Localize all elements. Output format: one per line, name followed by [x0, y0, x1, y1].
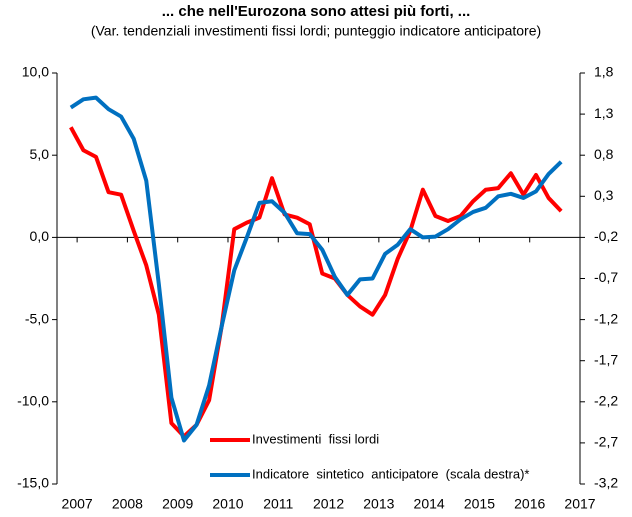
- y-tick-label: -5,0: [25, 310, 49, 326]
- x-tick-label: 2010: [212, 496, 243, 512]
- y2-tick-label: 0,8: [594, 146, 614, 162]
- chart-title: ... che nell'Eurozona sono attesi più fo…: [162, 3, 471, 20]
- y-tick-label: 5,0: [30, 146, 50, 162]
- y2-tick-label: -2,7: [594, 434, 618, 450]
- x-tick-label: 2007: [62, 496, 93, 512]
- x-tick-label: 2017: [564, 496, 595, 512]
- y2-tick-label: -3,2: [594, 475, 618, 491]
- y2-tick-label: 1,8: [594, 64, 614, 80]
- y2-tick-label: -1,7: [594, 351, 618, 367]
- x-tick-label: 2012: [313, 496, 344, 512]
- y-tick-label: 0,0: [30, 228, 50, 244]
- y2-tick-label: -1,2: [594, 310, 618, 326]
- y-tick-label: -15,0: [17, 475, 49, 491]
- x-tick-label: 2014: [414, 496, 445, 512]
- series-line: [69, 95, 563, 443]
- x-tick-label: 2013: [363, 496, 394, 512]
- x-tick-label: 2016: [514, 496, 545, 512]
- y2-tick-label: -2,2: [594, 393, 618, 409]
- legend-label: Investimenti fissi lordi: [252, 431, 379, 446]
- y2-tick-label: 1,3: [594, 105, 614, 121]
- y2-tick-label: 0,3: [594, 187, 614, 203]
- legend-label: Indicatore sintetico anticipatore (scala…: [252, 466, 529, 481]
- y-tick-label: 10,0: [22, 64, 49, 80]
- x-tick-label: 2011: [263, 496, 293, 512]
- x-tick-label: 2008: [112, 496, 143, 512]
- series-line: [69, 126, 563, 439]
- x-tick-label: 2009: [162, 496, 193, 512]
- x-tick-label: 2015: [464, 496, 495, 512]
- chart-subtitle: (Var. tendenziali investimenti fissi lor…: [91, 23, 541, 39]
- y-tick-label: -10,0: [17, 393, 49, 409]
- y2-tick-label: -0,2: [594, 228, 618, 244]
- y2-tick-label: -0,7: [594, 269, 618, 285]
